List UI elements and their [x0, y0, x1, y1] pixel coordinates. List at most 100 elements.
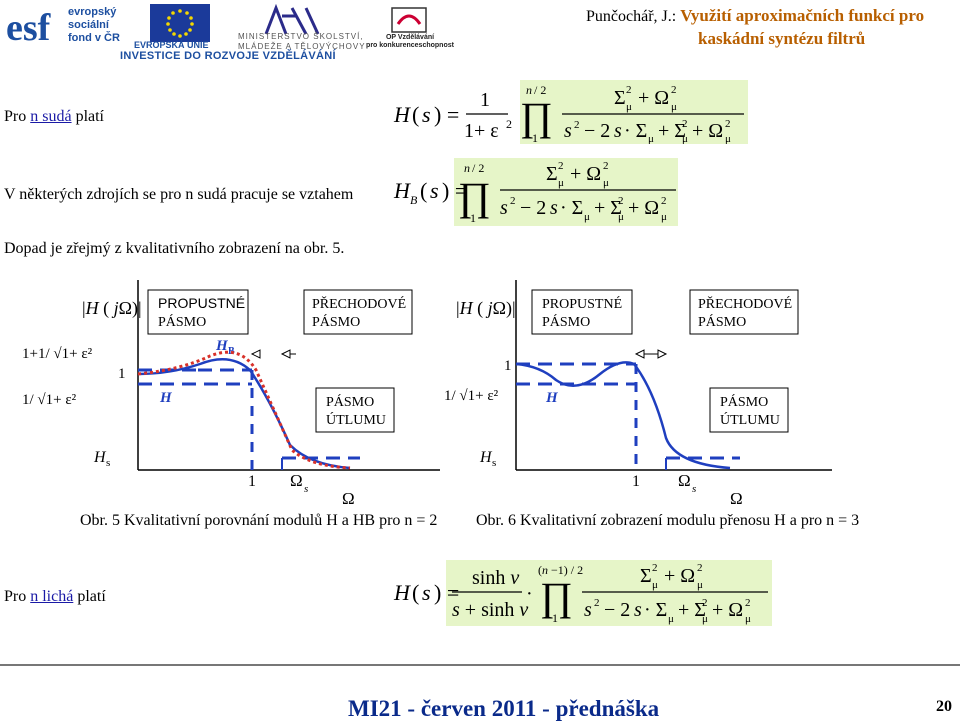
svg-text:s: s [550, 197, 558, 219]
svg-text:2: 2 [594, 597, 600, 609]
svg-text:2: 2 [618, 195, 624, 207]
svg-text:2: 2 [725, 118, 731, 130]
formula-3-svg: H ( s ) = sinh v s + sinh v · (n −1) / 2… [393, 560, 772, 626]
formula-1: H ( s ) = 1 1+ ε 2 n / 2 ∏ 1 Σ μ 2 + Ω μ… [392, 80, 748, 145]
svg-text:+ Ω: + Ω [664, 565, 695, 587]
svg-text:esf: esf [6, 7, 52, 48]
svg-text:s + sinh v: s + sinh v [452, 599, 528, 621]
svg-text:PŘECHODOVÉ: PŘECHODOVÉ [312, 295, 406, 312]
svg-text:|H ( jΩ)|: |H ( jΩ)| [456, 298, 516, 319]
svg-text:μ: μ [652, 579, 658, 591]
svg-text:s: s [614, 120, 622, 142]
svg-text:2: 2 [558, 160, 564, 172]
svg-text:PROPUSTNÉ: PROPUSTNÉ [158, 295, 245, 311]
svg-text:· Σ: · Σ [624, 120, 647, 142]
svg-text:+ Ω: + Ω [638, 87, 669, 109]
svg-text:2: 2 [603, 160, 609, 172]
eu-flag-icon [150, 4, 210, 42]
svg-text:Ω: Ω [342, 489, 355, 508]
svg-text:n: n [526, 83, 532, 97]
svg-text:2: 2 [682, 118, 688, 130]
svg-text:B: B [410, 193, 418, 207]
svg-text:H: H [545, 390, 559, 406]
svg-text:1/ √1+ ε²: 1/ √1+ ε² [444, 388, 499, 404]
row1-text: Pro n sudá platí [4, 108, 104, 126]
ministry-text: MINISTERSTVO ŠKOLSTVÍ, MLÁDEŽE A TĚLOVÝC… [238, 32, 366, 52]
msmt-logo-icon [264, 3, 320, 35]
svg-text:s: s [304, 483, 308, 495]
svg-text:μ: μ [682, 133, 688, 144]
svg-text:s: s [430, 178, 439, 203]
formula-2-svg: H B ( s ) = n / 2 ∏ 1 Σ μ 2 + Ω μ 2 s 2 … [393, 158, 678, 226]
svg-text:H: H [93, 449, 107, 466]
svg-text:PÁSMO: PÁSMO [720, 393, 768, 410]
row1-link[interactable]: n sudá [30, 108, 72, 125]
svg-text:Σ: Σ [640, 565, 652, 587]
row4-prefix: Pro [4, 588, 31, 605]
page-number: 20 [936, 698, 952, 715]
eu-label: EVROPSKÁ UNIE [134, 40, 209, 50]
svg-text:1/ √1+ ε²: 1/ √1+ ε² [22, 392, 77, 408]
op-logo-icon [391, 7, 427, 33]
svg-text:n: n [464, 161, 470, 175]
eu-flag [150, 4, 210, 42]
graph-left-svg: |H ( jΩ)| PROPUSTNÉ PÁSMO PŘECHODOVÉ PÁS… [22, 280, 440, 508]
svg-text:+ Ω: + Ω [712, 599, 743, 621]
op-text-line2: pro konkurenceschopnost [366, 42, 454, 49]
svg-text:s: s [492, 457, 496, 469]
svg-text:· Σ: · Σ [560, 197, 583, 219]
title-line1: Využití aproximačních funkcí pro [680, 6, 925, 25]
esf-text-line3: fond v ČR [68, 32, 120, 44]
logo-bar: esf evropský sociální fond v ČR EVROPSKÁ… [0, 0, 470, 68]
svg-text:PÁSMO: PÁSMO [542, 313, 590, 330]
row1-suffix: platí [71, 108, 104, 125]
svg-text:) =: ) = [442, 178, 467, 203]
svg-text:μ: μ [697, 579, 703, 591]
author: Punčochář, J.: [586, 8, 677, 25]
svg-text:− 2: − 2 [584, 120, 610, 142]
svg-text:2: 2 [652, 562, 658, 574]
svg-text:1: 1 [248, 473, 256, 490]
svg-text:1: 1 [504, 358, 512, 374]
svg-text:s: s [584, 599, 592, 621]
svg-text:ÚTLUMU: ÚTLUMU [720, 411, 780, 428]
svg-text:H: H [393, 178, 411, 203]
svg-text:s: s [634, 599, 642, 621]
esf-logo: esf [4, 4, 66, 49]
esf-text: evropský sociální fond v ČR [68, 6, 128, 45]
svg-text:μ: μ [668, 613, 674, 625]
svg-text:) =: ) = [434, 102, 459, 127]
svg-text:2: 2 [702, 597, 708, 609]
graph-right: |H ( jΩ)| PROPUSTNÉ PÁSMO PŘECHODOVÉ PÁS… [440, 270, 840, 510]
svg-text:− 2: − 2 [604, 599, 630, 621]
svg-text:s: s [500, 197, 508, 219]
svg-text:s: s [692, 483, 696, 495]
svg-text:s: s [422, 580, 431, 605]
svg-text:μ: μ [671, 101, 677, 113]
svg-text:Σ: Σ [614, 87, 626, 109]
svg-text:PÁSMO: PÁSMO [158, 313, 206, 330]
svg-text:PÁSMO: PÁSMO [326, 393, 374, 410]
svg-text:μ: μ [584, 211, 590, 223]
svg-text:Ω: Ω [678, 471, 691, 490]
svg-text:μ: μ [725, 133, 731, 144]
ministry-text-line1: MINISTERSTVO ŠKOLSTVÍ, [238, 32, 364, 41]
svg-text:1: 1 [532, 131, 538, 144]
svg-text:2: 2 [661, 195, 667, 207]
svg-text:Ω: Ω [730, 489, 743, 508]
svg-text:∏: ∏ [458, 174, 491, 219]
svg-text:2: 2 [626, 84, 632, 96]
svg-text:μ: μ [702, 613, 708, 625]
svg-text:μ: μ [661, 211, 667, 223]
svg-text:1: 1 [470, 211, 476, 225]
ylabel-left: |H ( jΩ)| [82, 298, 142, 319]
svg-text:μ: μ [626, 101, 632, 113]
svg-text:· Σ: · Σ [644, 599, 667, 621]
svg-text:μ: μ [618, 211, 624, 223]
svg-text:1+ ε: 1+ ε [464, 120, 499, 142]
caption-obr5: Obr. 5 Kvalitativní porovnání modulů H a… [80, 512, 438, 529]
svg-text:(n −1) / 2: (n −1) / 2 [538, 563, 583, 577]
banner-text: INVESTICE DO ROZVOJE VZDĚLÁVÁNÍ [120, 50, 336, 62]
row4-link[interactable]: n lichá [30, 588, 74, 605]
svg-text:ÚTLUMU: ÚTLUMU [326, 411, 386, 428]
